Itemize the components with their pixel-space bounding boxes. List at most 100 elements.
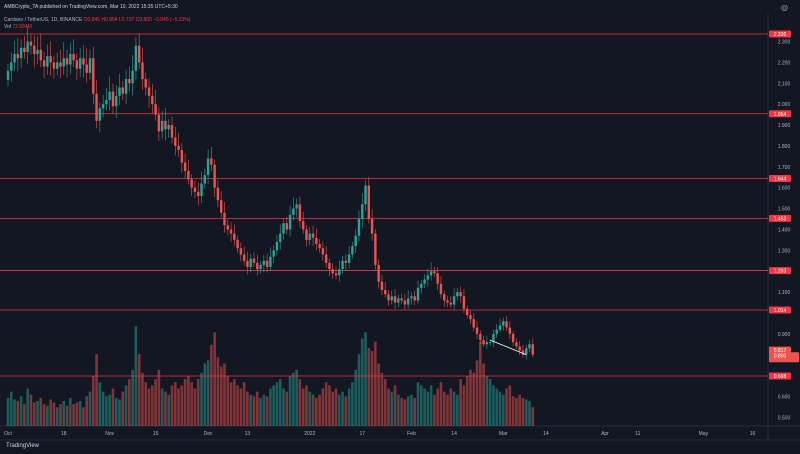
candle-body bbox=[518, 346, 521, 351]
candle-body bbox=[377, 264, 380, 282]
volume-bar bbox=[203, 363, 207, 426]
volume-bar bbox=[91, 376, 95, 426]
candle-body bbox=[92, 58, 95, 94]
level-price-tag bbox=[769, 214, 791, 222]
candle-body bbox=[531, 344, 534, 355]
current-price-label: 0.817 bbox=[774, 348, 787, 354]
volume-bar bbox=[26, 388, 29, 426]
candle-body bbox=[469, 315, 472, 320]
candle-body bbox=[279, 233, 282, 242]
candle-body bbox=[52, 62, 56, 69]
candle-body bbox=[65, 58, 69, 65]
volume-bar bbox=[400, 397, 403, 426]
volume-bar bbox=[472, 372, 476, 426]
candle-body bbox=[367, 185, 370, 219]
volume-bar bbox=[72, 404, 75, 426]
candle-body bbox=[423, 279, 426, 284]
volume-bar bbox=[124, 385, 128, 426]
y-tick-label: 1.800 bbox=[778, 144, 791, 150]
candle-body bbox=[160, 120, 164, 132]
volume-bar bbox=[78, 401, 82, 426]
volume-bar bbox=[449, 388, 453, 426]
volume-bar bbox=[75, 402, 79, 426]
camera-icon[interactable]: ◎ bbox=[781, 3, 788, 12]
volume-bar bbox=[242, 382, 246, 426]
volume-bar bbox=[357, 354, 361, 426]
candle-body bbox=[256, 262, 259, 270]
level-price-label: 2.336 bbox=[774, 32, 787, 38]
candle-body bbox=[426, 275, 430, 280]
volume-bar bbox=[229, 382, 233, 426]
y-tick-label: 2.200 bbox=[778, 60, 791, 66]
candle-body bbox=[62, 58, 65, 67]
volume-bar bbox=[505, 388, 508, 426]
candle-body bbox=[446, 300, 449, 303]
y-tick-label: 0.600 bbox=[778, 394, 791, 400]
volume-bar bbox=[183, 379, 187, 426]
volume-bar bbox=[6, 397, 10, 426]
candle-body bbox=[108, 91, 111, 100]
volume-value: 72.584M bbox=[12, 24, 32, 30]
candle-body bbox=[88, 58, 92, 73]
candle-body bbox=[141, 62, 144, 80]
candle-body bbox=[213, 164, 216, 188]
candle-body bbox=[331, 269, 334, 274]
volume-bar bbox=[82, 407, 85, 426]
volume-bar bbox=[354, 369, 357, 426]
y-tick-label: 0.500 bbox=[778, 415, 791, 421]
candle-body bbox=[170, 125, 174, 138]
volume-bar bbox=[528, 401, 531, 426]
volume-bar bbox=[298, 379, 302, 426]
volume-bar bbox=[393, 385, 397, 426]
level-price-label: 1.014 bbox=[774, 308, 787, 314]
candle-body bbox=[328, 262, 331, 270]
level-price-label: 0.698 bbox=[774, 374, 787, 380]
volume-bar bbox=[249, 394, 253, 426]
volume-bar bbox=[216, 357, 220, 426]
y-tick-label: 2.000 bbox=[778, 102, 791, 108]
candle-body bbox=[105, 99, 108, 105]
volume-bar bbox=[426, 391, 430, 426]
volume-bar bbox=[272, 385, 275, 426]
volume-bar bbox=[255, 391, 259, 426]
candle-body bbox=[347, 254, 351, 263]
candle-body bbox=[72, 54, 75, 61]
x-tick-label: Apr bbox=[601, 431, 609, 437]
candle-body bbox=[177, 145, 180, 151]
candle-body bbox=[472, 319, 475, 328]
volume-bar bbox=[433, 394, 436, 426]
candle-body bbox=[269, 256, 272, 268]
candle-body bbox=[338, 269, 341, 276]
candle-body bbox=[151, 95, 154, 105]
level-price-tag bbox=[769, 110, 791, 118]
y-tick-label: 1.900 bbox=[778, 123, 791, 129]
candle-body bbox=[187, 170, 190, 180]
volume-bar bbox=[223, 363, 226, 426]
volume-bar bbox=[108, 394, 111, 426]
candle-body bbox=[193, 187, 197, 192]
candle-body bbox=[6, 70, 10, 80]
volume-legend: Vol 72.584M bbox=[4, 24, 32, 30]
candle-body bbox=[69, 54, 72, 65]
volume-bar bbox=[508, 385, 512, 426]
x-tick-label: Feb bbox=[407, 431, 416, 437]
volume-bar bbox=[246, 391, 249, 426]
candle-body bbox=[302, 221, 305, 230]
candle-body bbox=[288, 214, 292, 230]
volume-bar bbox=[485, 376, 489, 426]
volume-bar bbox=[121, 391, 125, 426]
candle-body bbox=[341, 260, 344, 270]
candle-body bbox=[488, 342, 492, 343]
trendline bbox=[490, 339, 527, 356]
candle-body bbox=[13, 54, 16, 63]
symbol-name: Cardano / TetherUS, 1D, BINANCE bbox=[4, 17, 83, 23]
candle-body bbox=[410, 296, 413, 299]
volume-bar bbox=[19, 396, 23, 426]
volume-bar bbox=[59, 404, 62, 426]
x-tick-label: 11 bbox=[635, 431, 640, 437]
volume-bar bbox=[462, 385, 466, 426]
candle-body bbox=[420, 283, 423, 288]
candle-body bbox=[272, 250, 275, 257]
volume-bar bbox=[469, 369, 472, 426]
